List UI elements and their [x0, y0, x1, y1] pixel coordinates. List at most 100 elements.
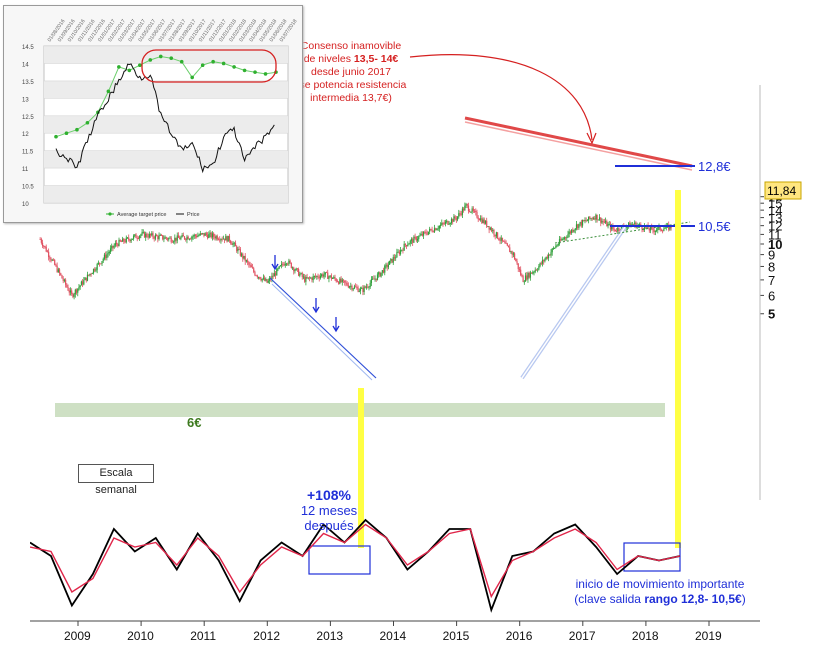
candle-body: [359, 288, 362, 291]
candle-body: [227, 235, 229, 242]
candle-body: [236, 246, 238, 252]
candle-body: [113, 245, 115, 248]
candle-body: [118, 239, 120, 247]
candle-body: [454, 216, 456, 219]
candle-body: [654, 230, 656, 232]
candle-body: [277, 268, 279, 270]
candle-body: [67, 287, 69, 291]
candle-body: [123, 238, 125, 242]
candle-body: [404, 243, 406, 246]
candle-body: [124, 241, 126, 243]
candle-body: [544, 259, 546, 262]
candle-body: [290, 262, 292, 268]
candle-body: [581, 220, 584, 226]
candle-body: [347, 285, 349, 288]
candle-body: [401, 249, 403, 251]
candle-body: [422, 231, 425, 236]
start-line-1: inicio de movimiento importante: [575, 577, 745, 591]
candle-body: [546, 256, 548, 259]
candle-body: [509, 247, 511, 253]
candle-body: [279, 265, 282, 267]
candle-body: [56, 265, 58, 273]
candle-body: [170, 237, 172, 242]
candle-body: [562, 238, 564, 240]
candle-body: [558, 239, 561, 244]
inset-y-tick: 10: [22, 202, 29, 208]
candle-body: [397, 251, 399, 253]
x-tick-label: 2019: [695, 629, 722, 643]
support-label: 6€: [187, 415, 201, 430]
candle-body: [561, 239, 563, 241]
candle-body: [314, 276, 317, 277]
candle-body: [655, 230, 658, 231]
candle-body: [358, 290, 360, 292]
candle-body: [480, 218, 482, 221]
candle-body: [461, 208, 464, 215]
candle-body: [223, 238, 226, 241]
candle-body: [596, 214, 598, 220]
candle-body: [202, 233, 204, 234]
inset-band: [44, 115, 288, 134]
x-tick-label: 2014: [380, 629, 407, 643]
candle-body: [459, 213, 461, 215]
candle-body: [398, 251, 400, 254]
inset-y-tick: 10.5: [22, 185, 34, 191]
candle-body: [194, 234, 197, 236]
candle-body: [313, 276, 315, 277]
candle-body: [145, 233, 147, 238]
candle-body: [180, 237, 182, 240]
candle-body: [169, 237, 171, 239]
resistance-line-shadow: [464, 121, 693, 171]
candle-body: [278, 266, 280, 269]
consensus-arrow: [409, 54, 593, 141]
candle-body: [134, 234, 136, 236]
candle-body: [312, 276, 314, 281]
inset-target-price-point: [190, 75, 194, 80]
candle-body: [403, 243, 405, 251]
candle-body: [412, 239, 414, 243]
candle-body: [69, 290, 72, 293]
candle-body: [299, 273, 301, 276]
candle-body: [436, 229, 438, 231]
candle-body: [185, 238, 187, 240]
candle-body: [518, 269, 521, 270]
candle-body: [301, 273, 303, 277]
inset-band: [44, 185, 288, 203]
candle-body: [482, 219, 484, 223]
candle-body: [472, 208, 474, 211]
candle-body: [281, 263, 283, 266]
candle-body: [84, 277, 86, 281]
candle-body: [507, 245, 510, 248]
candle-body: [181, 235, 183, 238]
candle-body: [409, 240, 411, 244]
candle-body: [102, 258, 104, 262]
candle-body: [88, 274, 90, 276]
candle-body: [216, 236, 218, 240]
candle-body: [575, 224, 578, 229]
candle-body: [539, 262, 541, 267]
candle-body: [557, 243, 559, 246]
candle-body: [382, 270, 385, 273]
candle-body: [125, 237, 127, 243]
candle-body: [268, 278, 271, 281]
candle-body: [444, 221, 447, 224]
inset-band: [44, 150, 288, 169]
candle-body: [392, 257, 394, 263]
candle-body: [192, 236, 194, 238]
candle-body: [250, 265, 252, 268]
candle-body: [390, 258, 392, 261]
candle-body: [91, 273, 93, 275]
candle-body: [425, 232, 427, 234]
candle-body: [535, 269, 538, 271]
candle-body: [143, 232, 146, 238]
candle-body: [568, 231, 570, 235]
candle-body: [154, 235, 157, 239]
candle-body: [510, 251, 512, 253]
candle-body: [385, 264, 387, 266]
candle-body: [588, 216, 590, 221]
candle-body: [199, 233, 201, 236]
candle-body: [100, 263, 102, 265]
candle-body: [166, 238, 169, 240]
candle-body: [584, 220, 586, 222]
candle-body: [90, 273, 92, 275]
